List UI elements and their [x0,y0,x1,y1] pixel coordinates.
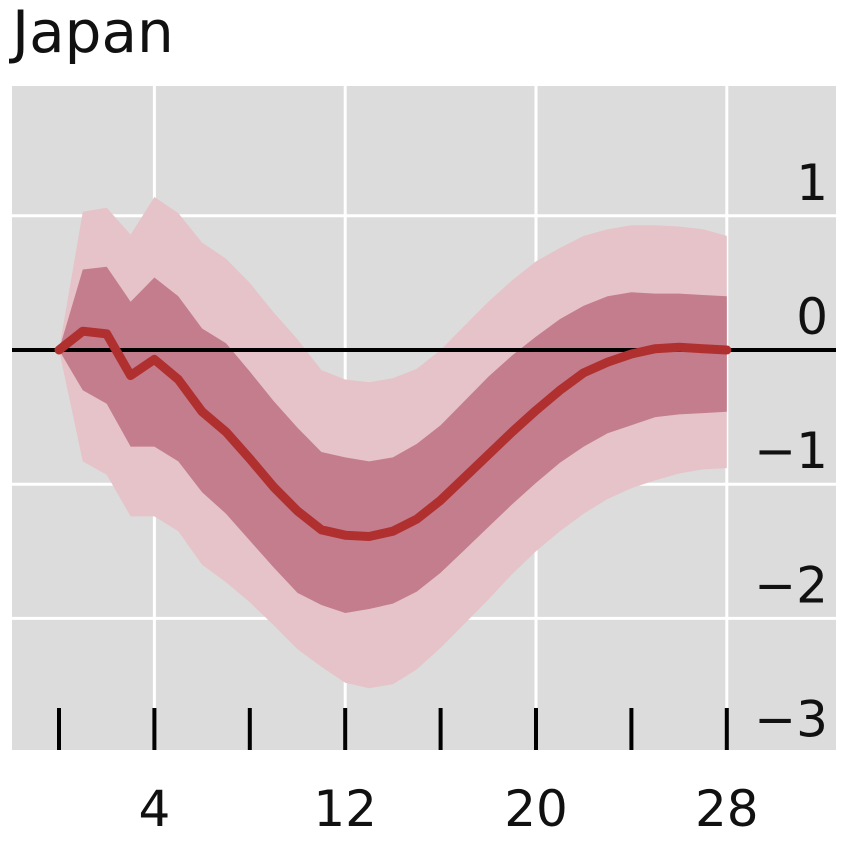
y-tick-label: 0 [796,288,828,346]
y-tick-label: 1 [796,154,828,212]
x-tick-label: 28 [695,780,759,838]
x-tick-label: 4 [138,780,170,838]
inner-confidence-band [59,266,727,613]
y-tick-label: −1 [754,422,828,480]
median-line [54,326,732,541]
y-tick-label: −2 [754,556,828,614]
x-tick-label: 12 [313,780,377,838]
x-tick-label: 20 [504,780,568,838]
chart-title: Japan [12,0,174,66]
y-tick-label: −3 [754,691,828,749]
